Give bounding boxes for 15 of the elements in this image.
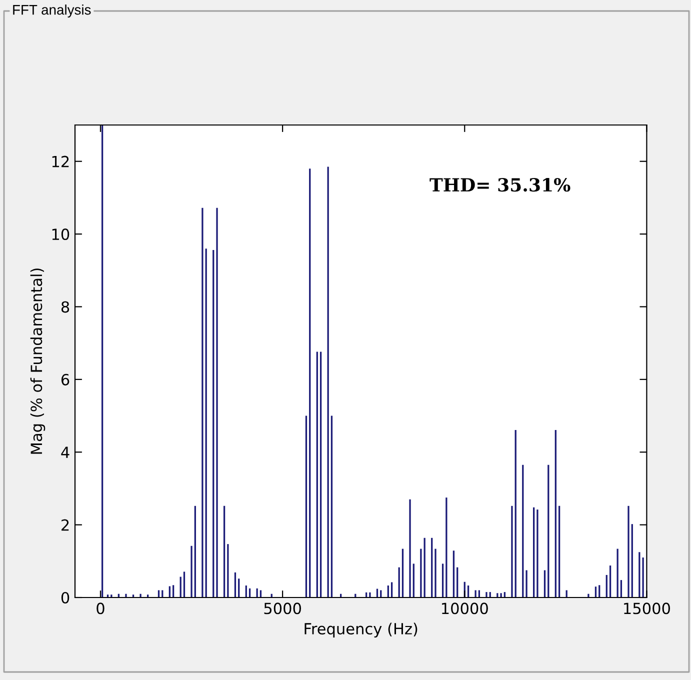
y-tick-label: 6	[61, 374, 70, 386]
y-tick-label: 10	[52, 228, 70, 240]
chart-title: FFT analysis	[13, 4, 91, 18]
y-tick-label: 2	[62, 519, 69, 531]
x-axis-title: Frequency (Hz)	[304, 622, 418, 638]
y-tick-label: 12	[52, 156, 69, 168]
y-tick-label: 0	[61, 592, 70, 604]
x-tick-label: 0	[96, 602, 104, 614]
x-tick-label: 5000	[264, 602, 301, 614]
x-tick-label: 10000	[442, 602, 488, 614]
annotation: THD= 35.31%	[430, 178, 570, 192]
y-tick-label: 8	[61, 301, 70, 313]
y-tick-label: 4	[61, 446, 70, 458]
y-axis-title: Mag (% of Fundamental)	[30, 268, 46, 454]
x-tick-label: 15000	[624, 602, 670, 614]
